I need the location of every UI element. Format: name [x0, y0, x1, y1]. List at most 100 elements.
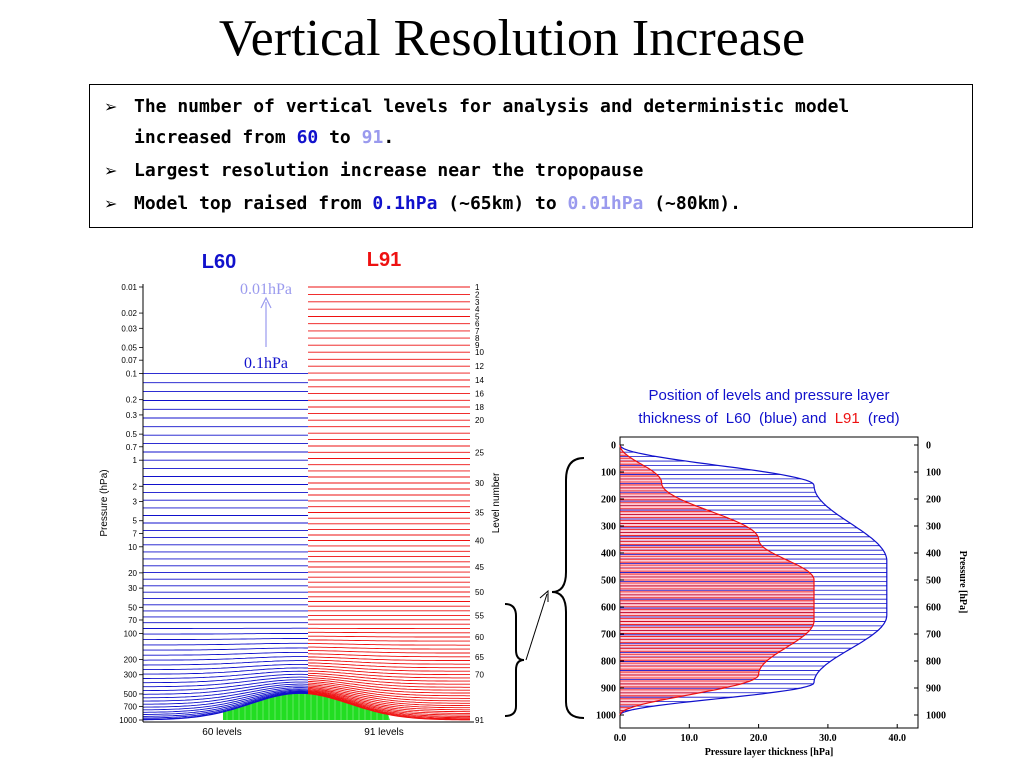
l91-caption: 91 levels: [364, 727, 403, 738]
y-tick-label-left: 100: [601, 468, 616, 479]
level-tick-label: 35: [475, 508, 484, 517]
l91-level-line: [307, 691, 470, 716]
new-top-label: 0.01hPa: [240, 281, 292, 298]
l91-level-segments: [620, 445, 815, 715]
pressure-tick-label: 0.3: [126, 411, 138, 420]
new-top-value: 0.01hPa: [567, 193, 644, 214]
l60-level-line: [143, 673, 308, 684]
slide-title: Vertical Resolution Increase: [218, 10, 806, 67]
figure-canvas: 0.010.020.030.050.070.10.20.30.50.712357…: [99, 249, 968, 758]
l60-level-line: [143, 651, 308, 656]
y-tick-label-left: 1000: [596, 711, 616, 722]
y-tick-label-right: 500: [926, 576, 941, 587]
title-part: (red): [868, 410, 900, 427]
level-tick-label: 2: [475, 290, 480, 299]
big-brace-icon: [551, 457, 585, 719]
level-tick-label: 7: [475, 327, 480, 336]
l60-caption: 60 levels: [202, 727, 241, 738]
l91-level-line: [307, 643, 470, 646]
pressure-tick-label: 0.5: [126, 430, 138, 439]
small-brace-icon: [504, 603, 525, 717]
pressure-tick-label: 0.7: [126, 443, 138, 452]
arrow-bullet-icon: ➢: [104, 194, 118, 213]
pressure-ticks: 0.01 0.02 0.03 0.05 0.07 0.1 0.2 0.3 0.5 0.7 1 2 3 5 7…: [119, 283, 143, 725]
l60-level-line: [143, 687, 309, 705]
l60-level-line: [143, 692, 309, 717]
pressure-tick-label: 0.02: [121, 309, 137, 318]
l91-level-line: [307, 684, 470, 699]
bullet-text: Largest resolution increase near the tro…: [134, 160, 644, 181]
l91-level-line: [307, 665, 470, 672]
pressure-tick-label: 200: [124, 655, 138, 664]
level-tick-label: 20: [475, 416, 484, 425]
level-tick-label: 40: [475, 536, 484, 545]
l91-level-line: [308, 635, 470, 638]
l60-level-line: [143, 689, 309, 711]
y-tick-label-right: 400: [926, 549, 941, 560]
l91-level-line: [307, 691, 470, 714]
l60-level-line: [143, 660, 309, 666]
level-tick-label: 91: [475, 716, 484, 725]
l60-level-line: [143, 683, 309, 699]
level-axis-title: Level number: [491, 472, 502, 533]
y-tick-label-right: 600: [926, 603, 941, 614]
pressure-tick-label: 300: [124, 671, 138, 680]
l91-level-line: [308, 659, 470, 665]
l60-level-line: [143, 647, 308, 651]
old-top-value: 0.1hPa: [372, 193, 438, 214]
title-part: (blue) and: [759, 410, 827, 427]
pressure-tick-label: 0.1: [126, 370, 138, 379]
pressure-axis-title: Pressure (hPa): [99, 469, 110, 536]
thickness-chart: Position of levels and pressure layer th…: [504, 387, 968, 758]
bullet-text: (~80km).: [654, 193, 741, 214]
l60-level-line: [143, 638, 308, 641]
bullet-text: (~65km) to: [448, 193, 557, 214]
y-tick-label-left: 200: [601, 495, 616, 506]
level-tick-label: 1: [475, 283, 480, 292]
pressure-tick-label: 0.07: [121, 356, 137, 365]
l91-level-line: [307, 662, 470, 669]
arrow-bullet-icon: ➢: [104, 97, 118, 116]
level-tick-label: 14: [475, 376, 484, 385]
x-tick-label: 10.0: [681, 733, 699, 744]
bullet-tropopause: ➢ Largest resolution increase near the t…: [104, 156, 960, 186]
l91-level-line: [307, 679, 470, 691]
l60-level-line: [143, 656, 308, 661]
x-tick-label: 30.0: [819, 733, 837, 744]
bullet-model-top: ➢ Model top raised from 0.1hPa (~65km) t…: [104, 189, 960, 219]
level-tick-label: 25: [475, 448, 484, 457]
y-tick-label-right: 200: [926, 495, 941, 506]
pressure-tick-label: 700: [124, 703, 138, 712]
l91-level-line: [308, 650, 470, 654]
bullet-box: ➢ The number of vertical levels for anal…: [89, 84, 973, 228]
l91-level-line: [307, 685, 470, 702]
level-tick-label: 55: [475, 611, 484, 620]
pressure-tick-label: 0.01: [121, 283, 137, 292]
bullet-text: increased from: [134, 127, 286, 148]
l91-level-line: [307, 693, 470, 721]
pressure-tick-label: 5: [133, 517, 138, 526]
level-tick-label: 70: [475, 671, 484, 680]
y-tick-label-left: 300: [601, 522, 616, 533]
l60-count: 60: [296, 127, 319, 148]
bullet-text: .: [383, 127, 395, 148]
pressure-tick-label: 1: [133, 456, 138, 465]
l60-level-line: [143, 691, 309, 715]
l60-level-line: [143, 642, 308, 646]
level-tick-label: 4: [475, 305, 480, 314]
l60-level-line: [143, 690, 309, 713]
l60-level-line: [143, 667, 308, 675]
level-tick-label: 9: [475, 341, 480, 350]
pressure-tick-label: 50: [128, 603, 137, 612]
pressure-tick-label: 7: [133, 529, 138, 538]
pressure-tick-label: 500: [124, 690, 138, 699]
y-tick-label-left: 500: [601, 576, 616, 587]
level-tick-label: 30: [475, 479, 484, 488]
pressure-tick-label: 0.03: [121, 324, 137, 333]
y-tick-label-right: 800: [926, 657, 941, 668]
l91-level-line: [307, 682, 470, 697]
arrow-bullet-icon: ➢: [104, 161, 118, 180]
l60-level-line: [142, 688, 309, 708]
l91-thickness-curve: [619, 444, 815, 716]
l60-level-line: [143, 685, 309, 702]
